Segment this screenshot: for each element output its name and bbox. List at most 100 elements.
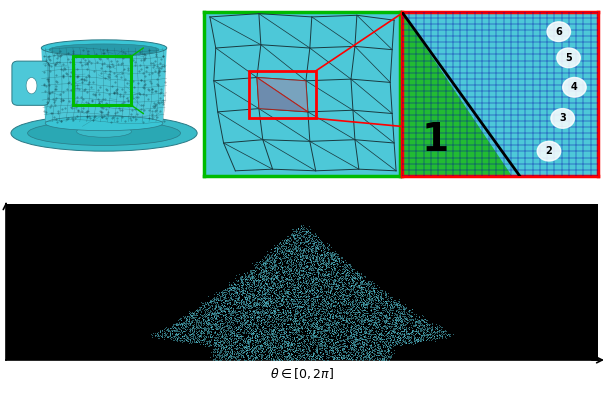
Point [209, 339, 219, 346]
Point [223, 325, 233, 332]
Point [251, 285, 261, 291]
Point [346, 346, 356, 352]
Point [234, 350, 244, 356]
Point [240, 280, 250, 287]
Point [231, 311, 240, 317]
Point [343, 300, 353, 306]
Point [365, 315, 375, 321]
Point [222, 343, 232, 349]
Point [365, 297, 374, 303]
Point [370, 317, 379, 324]
Point [286, 276, 295, 282]
Point [361, 340, 370, 346]
Point [257, 274, 267, 280]
Point [413, 325, 423, 331]
Point [292, 270, 301, 276]
Point [347, 329, 356, 335]
Point [150, 100, 159, 106]
Point [307, 286, 316, 292]
Point [310, 352, 320, 358]
Point [350, 282, 360, 288]
Point [260, 287, 270, 294]
Point [172, 322, 181, 328]
Point [188, 328, 198, 334]
Point [224, 338, 234, 345]
Point [313, 286, 323, 293]
Point [342, 274, 352, 281]
Point [249, 307, 259, 313]
Point [377, 332, 387, 338]
Point [316, 300, 326, 307]
Point [356, 323, 365, 329]
Point [359, 301, 368, 307]
Point [358, 348, 368, 354]
Point [411, 337, 421, 343]
Point [217, 334, 226, 340]
Point [329, 265, 339, 271]
Point [271, 272, 281, 279]
Point [255, 328, 265, 334]
Point [187, 326, 196, 332]
Point [308, 332, 318, 338]
Point [239, 287, 249, 294]
Point [344, 301, 353, 307]
Point [284, 241, 294, 248]
Point [291, 238, 301, 244]
Point [207, 310, 216, 317]
Point [194, 304, 204, 310]
Point [307, 334, 316, 340]
Point [313, 336, 323, 342]
Point [395, 301, 405, 307]
Point [290, 320, 300, 326]
Point [272, 272, 281, 279]
Point [322, 249, 332, 256]
Point [360, 304, 370, 310]
Point [357, 338, 367, 345]
Point [349, 331, 358, 337]
Point [335, 326, 345, 332]
Point [185, 310, 194, 316]
Point [341, 275, 350, 282]
Point [349, 283, 359, 289]
Point [256, 320, 266, 326]
Point [382, 315, 392, 322]
Point [226, 336, 236, 342]
Point [434, 327, 444, 333]
Point [301, 254, 311, 260]
Point [322, 291, 332, 297]
Point [336, 275, 345, 282]
Point [266, 266, 275, 273]
Point [223, 345, 233, 351]
Point [232, 296, 242, 303]
Point [214, 342, 223, 348]
Point [250, 295, 260, 302]
Point [385, 353, 394, 359]
Point [191, 320, 201, 327]
Point [316, 340, 326, 346]
Point [266, 275, 276, 282]
Point [242, 324, 252, 330]
Point [350, 335, 359, 342]
Point [378, 295, 388, 301]
Point [270, 270, 280, 276]
Point [275, 262, 284, 269]
Point [285, 346, 295, 352]
Point [63, 56, 73, 62]
Point [323, 348, 332, 355]
Point [376, 296, 385, 302]
Point [207, 321, 216, 327]
Point [323, 282, 332, 288]
Point [369, 341, 379, 347]
Point [300, 292, 309, 298]
Point [274, 288, 284, 294]
Point [358, 323, 367, 329]
Point [356, 318, 366, 324]
Point [239, 337, 248, 344]
Point [274, 286, 283, 292]
Point [279, 333, 289, 339]
Point [379, 340, 389, 346]
Point [187, 338, 196, 344]
Point [143, 96, 153, 102]
Point [255, 270, 265, 277]
Point [288, 353, 298, 360]
